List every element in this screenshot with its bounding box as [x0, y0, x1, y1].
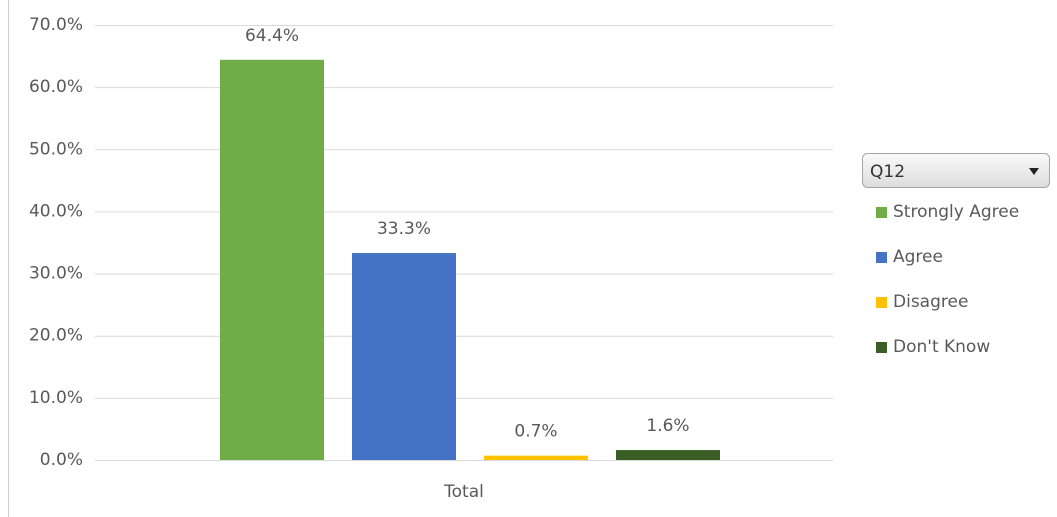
- legend-swatch: [876, 297, 887, 308]
- data-label: 33.3%: [377, 219, 431, 239]
- y-tick-label: 40.0%: [29, 201, 83, 221]
- y-tick-label: 20.0%: [29, 326, 83, 346]
- legend-swatch: [876, 252, 887, 263]
- legend-swatch: [876, 207, 887, 218]
- legend-dropdown[interactable]: Q12: [862, 153, 1050, 188]
- data-label: 1.6%: [646, 416, 689, 436]
- y-tick-label: 0.0%: [40, 450, 83, 470]
- legend-label: Disagree: [893, 292, 968, 312]
- legend-label: Strongly Agree: [893, 202, 1019, 222]
- y-tick-label: 30.0%: [29, 264, 83, 284]
- data-label: 0.7%: [514, 422, 557, 442]
- y-tick-label: 10.0%: [29, 388, 83, 408]
- legend-swatch: [876, 342, 887, 353]
- y-tick-label: 50.0%: [29, 139, 83, 159]
- legend-title: Q12: [870, 162, 905, 182]
- x-tick-label: Total: [443, 482, 484, 502]
- bar: [484, 455, 588, 460]
- legend-label: Don't Know: [893, 337, 990, 357]
- bar: [220, 59, 324, 461]
- bar: [616, 450, 720, 460]
- data-label: 64.4%: [245, 26, 299, 46]
- legend-label: Agree: [893, 247, 943, 267]
- dropdown-arrow: [1029, 168, 1039, 175]
- bar: [352, 253, 456, 460]
- y-tick-label: 60.0%: [29, 77, 83, 97]
- y-tick-label: 70.0%: [29, 15, 83, 35]
- dropdown-box[interactable]: [862, 153, 1050, 188]
